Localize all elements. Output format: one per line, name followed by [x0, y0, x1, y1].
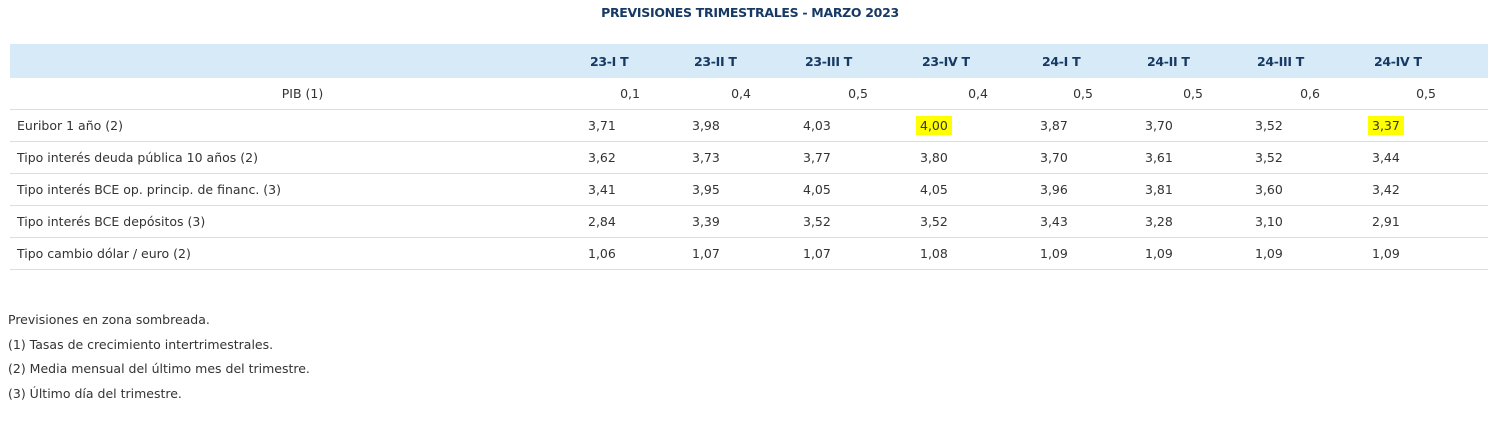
row-label: Tipo interés BCE op. princip. de financ.… — [10, 173, 588, 206]
cell: 3,98 — [692, 109, 803, 142]
header-cell: 24-II T — [1147, 53, 1190, 69]
cell: 3,44 — [1372, 141, 1488, 174]
cell: 3,10 — [1255, 205, 1372, 238]
header-cell: 24-III T — [1257, 53, 1305, 69]
cell: 0,1 — [588, 78, 692, 110]
cell: 3,52 — [803, 205, 920, 238]
cell: 0,4 — [692, 78, 803, 110]
cell: 4,05 — [920, 173, 1040, 206]
note: (2) Media mensual del último mes del tri… — [8, 361, 310, 376]
cell: 1,09 — [1145, 237, 1255, 270]
cell: 1,08 — [920, 237, 1040, 270]
row-label: Tipo interés deuda pública 10 años (2) — [10, 141, 588, 174]
cell: 3,71 — [588, 109, 692, 142]
cell: 1,07 — [803, 237, 920, 270]
cell: 3,42 — [1372, 173, 1488, 206]
cell: 3,70 — [1145, 109, 1255, 142]
cell: 1,09 — [1040, 237, 1145, 270]
header-cell: 23-I T — [590, 53, 629, 69]
cell: 3,61 — [1145, 141, 1255, 174]
cell: 2,91 — [1372, 205, 1488, 238]
header-row: 23-I T 23-II T 23-III T 23-IV T 24-I T 24-II … — [10, 44, 1488, 78]
note: (3) Último día del trimestre. — [8, 385, 182, 401]
cell: 3,81 — [1145, 173, 1255, 206]
cell: 1,06 — [588, 237, 692, 270]
header-cell: 23-II T — [694, 53, 737, 69]
cell: 0,4 — [920, 78, 1040, 110]
table-row: Tipo interés BCE depósitos (3) 2,84 3,39 3,… — [10, 205, 1488, 238]
row-label: Tipo interés BCE depósitos (3) — [10, 205, 588, 238]
table-row: Tipo interés BCE op. princip. de financ.… — [10, 173, 1488, 206]
row-label: Euribor 1 año (2) — [10, 109, 588, 142]
cell: 3,41 — [588, 173, 692, 206]
cell: 0,5 — [803, 78, 920, 110]
table-row: PIB (1) 0,1 0,4 0,5 0,4 0,5 0,5 0,6 0,5 — [10, 78, 1488, 110]
cell: 3,52 — [1255, 141, 1372, 174]
cell: 3,80 — [920, 141, 1040, 174]
cell: 1,07 — [692, 237, 803, 270]
header-cell: 24-IV T — [1374, 53, 1422, 69]
highlighted-value: 4,00 — [916, 116, 952, 135]
cell: 3,62 — [588, 141, 692, 174]
header-cell: 23-IV T — [922, 53, 970, 69]
header-cell: 24-I T — [1042, 53, 1081, 69]
row-label: Tipo cambio dólar / euro (2) — [10, 237, 588, 270]
cell: 4,03 — [803, 109, 920, 142]
cell: 3,70 — [1040, 141, 1145, 174]
cell: 3,60 — [1255, 173, 1372, 206]
cell: 0,5 — [1145, 78, 1255, 110]
cell: 4,00 — [916, 109, 1040, 142]
cell: 3,28 — [1145, 205, 1255, 238]
table-row: Tipo interés deuda pública 10 años (2) 3,… — [10, 141, 1488, 174]
note: Previsiones en zona sombreada. — [8, 312, 210, 327]
cell: 0,6 — [1255, 78, 1372, 110]
cell: 1,09 — [1372, 237, 1488, 270]
header-cell — [10, 44, 588, 78]
cell: 3,39 — [692, 205, 803, 238]
cell: 0,5 — [1372, 78, 1488, 110]
title: PREVISIONES TRIMESTRALES - MARZO 2023 — [601, 5, 899, 20]
cell: 1,09 — [1255, 237, 1372, 270]
header-cell: 23-III T — [805, 53, 853, 69]
table-body: PIB (1) 0,1 0,4 0,5 0,4 0,5 0,5 0,6 0,5 Euribor 1… — [10, 78, 1488, 270]
cell: 2,84 — [588, 205, 692, 238]
cell: 0,5 — [1040, 78, 1145, 110]
notes: Previsiones en zona sombreada. (1) Tasas … — [8, 308, 310, 406]
cell: 3,77 — [803, 141, 920, 174]
cell: 3,52 — [1255, 109, 1372, 142]
cell: 3,95 — [692, 173, 803, 206]
row-label: PIB (1) — [10, 78, 588, 110]
cell: 3,96 — [1040, 173, 1145, 206]
forecast-table: 23-I T 23-II T 23-III T 23-IV T 24-I T 24-II … — [10, 44, 1488, 270]
table-row: Tipo cambio dólar / euro (2) 1,06 1,07 1,07… — [10, 237, 1488, 270]
cell: 3,73 — [692, 141, 803, 174]
cell: 3,43 — [1040, 205, 1145, 238]
cell: 4,05 — [803, 173, 920, 206]
cell: 3,37 — [1368, 109, 1488, 142]
table-row: Euribor 1 año (2) 3,71 3,98 4,03 4,00 3,87 3,7… — [10, 109, 1488, 142]
cell: 3,87 — [1040, 109, 1145, 142]
note: (1) Tasas de crecimiento intertrimestral… — [8, 336, 274, 352]
highlighted-value: 3,37 — [1368, 116, 1404, 135]
cell: 3,52 — [920, 205, 1040, 238]
